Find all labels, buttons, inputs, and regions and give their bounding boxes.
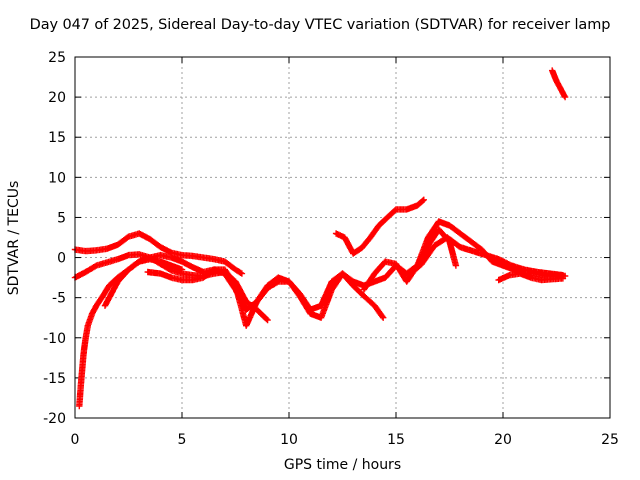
series-arc-11 [549,67,569,101]
y-tick-label: 15 [48,130,66,146]
y-tick-label: 20 [48,90,66,106]
series-markers [549,67,569,101]
y-tick-label: 5 [57,210,66,226]
series-markers [332,196,427,257]
axis-ticks: 0 5 10 15 20 25 -20 -15 -10 -5 0 5 10 15 20 25 [43,50,619,448]
y-tick-label: -10 [43,331,66,347]
y-tick-label: -5 [52,291,66,307]
y-axis-label: SDTVAR / TECUs [6,180,22,296]
x-tick-label: 25 [601,432,619,448]
series-markers [405,234,567,279]
x-tick-label: 10 [280,432,298,448]
y-tick-label: -20 [43,411,66,427]
y-tick-label: 10 [48,170,66,186]
series-arc-7 [332,196,427,257]
x-tick-label: 0 [71,432,80,448]
y-tick-label: 25 [48,50,66,66]
x-tick-label: 5 [178,432,187,448]
x-axis-label: GPS time / hours [283,457,402,473]
series-arc-10 [495,270,567,284]
x-tick-label: 15 [387,432,405,448]
chart-title: Day 047 of 2025, Sidereal Day-to-day VTE… [29,17,611,33]
series-markers [144,266,387,329]
plot-frame [74,56,611,419]
series-arc-9 [405,234,567,279]
y-tick-label: 0 [57,251,66,267]
data-series [71,67,569,410]
y-tick-label: -15 [43,371,66,387]
x-tick-label: 20 [494,432,512,448]
series-arc-5 [144,266,387,329]
series-markers [495,270,567,284]
grid [75,57,610,418]
